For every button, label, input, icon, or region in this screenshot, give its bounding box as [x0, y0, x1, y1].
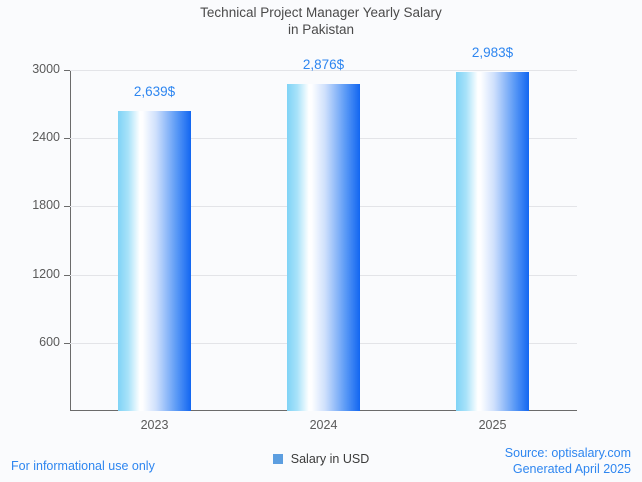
y-tick-mark [64, 70, 70, 71]
y-tick-mark [64, 206, 70, 208]
y-axis-tick-label: 1800 [32, 198, 60, 213]
chart-legend: Salary in USD [0, 452, 642, 466]
y-axis-line [70, 70, 71, 411]
bar-2023[interactable] [118, 111, 191, 411]
plot-area [64, 70, 577, 411]
legend-label-salary-in-usd: Salary in USD [290, 452, 370, 466]
bar-2024[interactable] [287, 84, 360, 411]
gridline [64, 70, 577, 71]
x-axis-label-2023: 2023 [140, 418, 169, 432]
y-axis-tick-label: 3000 [32, 62, 60, 76]
y-axis-tick-label: 600 [39, 334, 60, 349]
chart-title-line1: Technical Project Manager Yearly Salary [200, 5, 442, 20]
bar-value-label-2023: 2,639$ [133, 84, 176, 100]
source-text: Source: optisalary.com [504, 446, 631, 460]
y-tick-mark [64, 274, 70, 276]
bar-2025[interactable] [456, 71, 529, 411]
bar-value-label-2025: 2,983$ [471, 44, 514, 60]
generated-date-text: Generated April 2025 [512, 462, 631, 476]
disclaimer-text: For informational use only [11, 459, 155, 473]
x-axis-label-2025: 2025 [478, 418, 507, 432]
y-tick-mark [64, 342, 70, 344]
y-tick-mark [64, 138, 70, 140]
x-axis-label-2024: 2024 [309, 418, 338, 432]
y-axis-tick-label: 2400 [32, 130, 60, 145]
chart-title: Technical Project Manager Yearly Salary i… [0, 4, 642, 38]
legend-swatch-salary-in-usd [272, 454, 283, 464]
source-attribution: Source: optisalary.com Generated April 20… [505, 445, 631, 477]
y-axis-tick-label: 1200 [32, 266, 60, 281]
bar-value-label-2024: 2,876$ [302, 57, 345, 73]
chart-title-line2: in Pakistan [287, 22, 355, 37]
